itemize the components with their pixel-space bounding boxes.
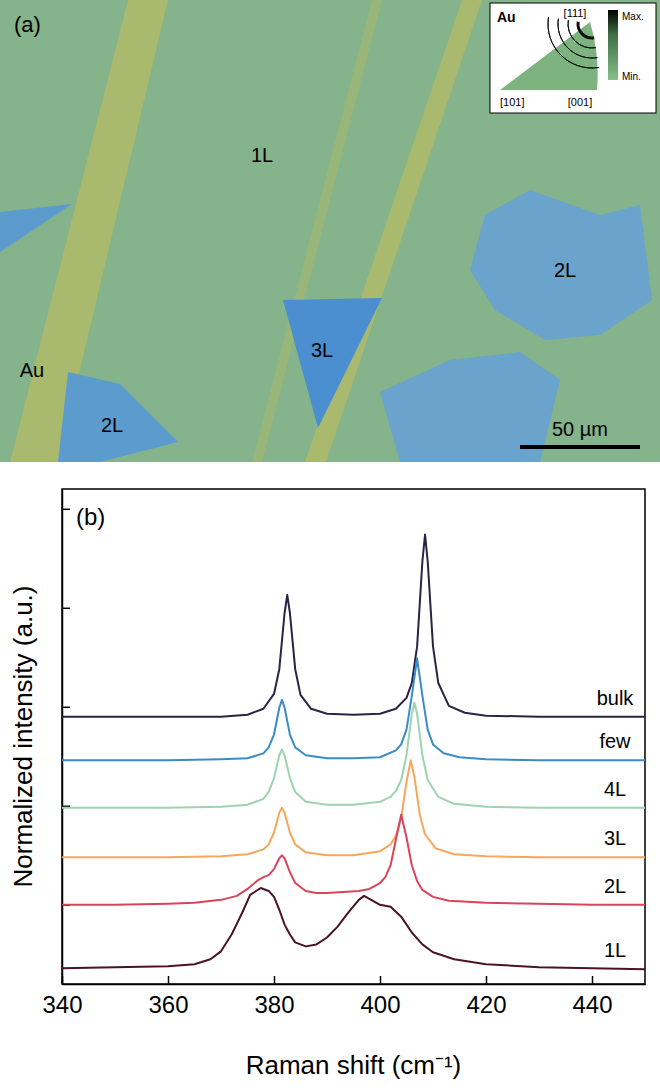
- pole-label: [001]: [568, 96, 592, 108]
- x-tick: 360: [148, 976, 188, 1018]
- series-label: 3L: [604, 827, 626, 849]
- region-label: 1L: [251, 144, 273, 166]
- spectra: [62, 535, 645, 970]
- spectrum-line: [62, 535, 645, 717]
- x-tick-mark: [380, 976, 382, 984]
- pole-label: [101]: [500, 96, 524, 108]
- spectrum-line: [62, 760, 645, 857]
- x-tick-label: 440: [572, 991, 612, 1018]
- y-tick-mark: [62, 509, 70, 511]
- y-axis-title: Normalized intensity (a.u.): [8, 586, 38, 888]
- y-axis: [62, 490, 70, 985]
- inset: Au [111] [101] [001] Max. Min.: [490, 3, 656, 113]
- x-tick: 420: [466, 976, 506, 1018]
- colorbar-label: Min.: [622, 71, 641, 82]
- panel-label: (a): [14, 12, 41, 37]
- spectrum-line: [62, 888, 645, 969]
- series-label: 1L: [604, 939, 626, 961]
- y-tick: [62, 509, 70, 510]
- bilayer-region: [470, 190, 652, 340]
- x-tick-label: 340: [42, 991, 82, 1018]
- x-tick: 400: [360, 976, 400, 1018]
- series-label: 4L: [604, 778, 626, 800]
- colorbar: [608, 10, 618, 80]
- y-tick-mark: [62, 608, 70, 610]
- x-tick: 440: [572, 976, 612, 1018]
- panel-b: 340 360 380 400 420 440 bulk few 4L 3L 2L 1L (b) Rama…: [8, 489, 646, 1080]
- trilayer-region: [283, 298, 382, 428]
- x-tick: 380: [254, 976, 294, 1018]
- x-axis: 340 360 380 400 420 440: [42, 976, 645, 1018]
- x-axis-title: Raman shift (cm⁻¹): [246, 1050, 462, 1080]
- image-background: [0, 0, 660, 462]
- inset-frame: [490, 3, 656, 113]
- au-strip: [252, 0, 382, 462]
- x-axis-line: [63, 984, 646, 986]
- contour: [578, 22, 594, 38]
- spectrum-line: [62, 703, 645, 808]
- plot-frame: [62, 489, 645, 984]
- region-label: 3L: [311, 339, 333, 361]
- x-tick-mark: [486, 976, 488, 984]
- colorbar-label: Max.: [622, 11, 644, 22]
- contour: [558, 19, 597, 58]
- series-label: 2L: [604, 875, 626, 897]
- x-tick-mark: [274, 976, 276, 984]
- contour: [548, 17, 599, 68]
- inset-material: Au: [497, 9, 516, 25]
- y-tick: [62, 806, 70, 807]
- region-label: Au: [20, 359, 44, 381]
- bilayer-region: [58, 372, 178, 462]
- x-tick-mark: [592, 976, 594, 984]
- pole-label: [111]: [564, 7, 587, 19]
- spectrum-line: [62, 815, 645, 905]
- scale-bar-label: 50 µm: [552, 418, 608, 440]
- x-tick-label: 360: [148, 991, 188, 1018]
- contour: [568, 20, 596, 48]
- x-tick-mark: [168, 976, 170, 984]
- region-label: 2L: [101, 414, 123, 436]
- region-label: 2L: [554, 259, 576, 281]
- figure: (a) 1L 2L 3L Au 2L 50 µm Au [111] [101] [001] Max. M…: [0, 0, 660, 1092]
- x-tick-label: 400: [360, 991, 400, 1018]
- y-tick-mark: [62, 707, 70, 709]
- series-labels: bulk few 4L 3L 2L 1L: [597, 687, 635, 961]
- bilayer-region: [0, 204, 72, 252]
- x-tick-label: 420: [466, 991, 506, 1018]
- y-tick: [62, 608, 70, 609]
- scale-bar: [520, 445, 640, 449]
- panel-a: (a) 1L 2L 3L Au 2L 50 µm Au [111] [101] [001] Max. M…: [0, 0, 660, 462]
- x-tick-label: 380: [254, 991, 294, 1018]
- y-axis-line: [62, 490, 64, 985]
- series-label: few: [599, 730, 631, 752]
- series-label: bulk: [597, 687, 635, 709]
- spectrum-line: [62, 658, 645, 760]
- y-tick: [62, 707, 70, 708]
- panel-label: (b): [76, 503, 105, 530]
